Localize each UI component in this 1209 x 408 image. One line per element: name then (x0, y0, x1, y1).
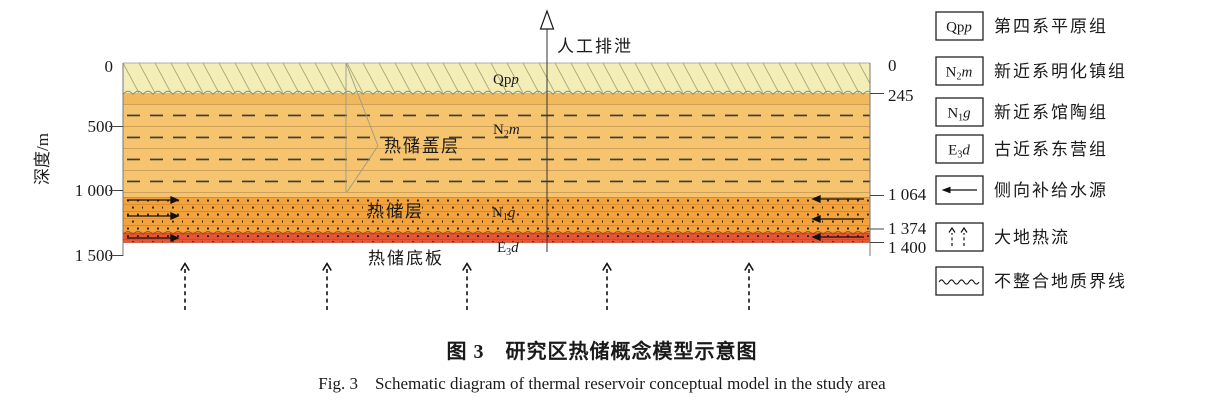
caption: 图 3 研究区热储概念模型示意图 Fig. 3 Schematic diagra… (318, 339, 886, 393)
qpp-code-box (935, 11, 984, 41)
layer-qpp-hatch (123, 63, 870, 93)
brace-lower-slant (346, 145, 379, 193)
svg-text:N1g: N1g (947, 106, 971, 124)
discharge-well: 人工排泄 (539, 9, 633, 252)
svg-text:Qpp: Qpp (946, 20, 972, 36)
layer-e3d-pattern (123, 233, 870, 243)
right-tick-1400: 1 400 (888, 238, 926, 257)
legend: Qpp 第四系平原组 N2m 新近系明化镇组 N1g 新近系馆陶组 E3d 古近… (935, 11, 1127, 296)
legend-label: 新近系馆陶组 (994, 103, 1108, 122)
right-tick-245: 245 (888, 86, 914, 105)
lateral-recharge-arrow-left (127, 234, 180, 242)
strata-labels: Qpp N2m N1g E3d 热储盖层 热储层 热储底板 (367, 72, 520, 268)
lateral-recharge-arrow-left (127, 212, 180, 220)
reservoir-label: 热储层 (367, 202, 424, 221)
wavy-line-icon (938, 279, 980, 285)
left-tick-0: 0 (105, 57, 114, 76)
unconformity-line-n1g-e3d (123, 230, 870, 236)
qpp-code-label: Qpp (493, 72, 519, 88)
discharge-label: 人工排泄 (557, 37, 633, 56)
legend-item-qpp: Qpp 第四系平原组 (935, 11, 1108, 41)
lateral-recharge-arrow-right (811, 195, 864, 203)
layer-n1g-pattern (123, 197, 870, 233)
right-tick-0: 0 (888, 56, 897, 75)
legend-label: 大地热流 (994, 228, 1070, 247)
left-tick-500: 500 (88, 117, 114, 136)
legend-item-heat-flow: 大地热流 (935, 222, 1070, 252)
legend-label: 新近系明化镇组 (994, 62, 1127, 81)
n2m-code-label: N2m (493, 122, 520, 140)
dashed-up-arrows-icon (948, 226, 968, 246)
legend-label: 不整合地质界线 (994, 272, 1127, 291)
caprock-brace (345, 62, 379, 193)
layer-n2m-pattern (123, 104, 870, 197)
left-tick-1500: 1 500 (75, 246, 113, 265)
legend-label: 第四系平原组 (994, 17, 1108, 36)
caprock-label: 热储盖层 (384, 137, 460, 156)
n1g-code-box (935, 97, 984, 127)
left-arrow-icon (941, 186, 977, 194)
heat-flow-arrow (462, 261, 472, 310)
svg-text:E3d: E3d (948, 143, 970, 161)
legend-label: 古近系东营组 (994, 140, 1108, 159)
legend-item-e3d: E3d 古近系东营组 (935, 134, 1108, 164)
caption-english: Fig. 3 Schematic diagram of thermal rese… (318, 374, 886, 393)
depth-axis-left: 深度/m 0 500 1 000 1 500 (33, 57, 123, 265)
svg-text:N2m: N2m (946, 65, 973, 83)
n1g-code-label: N1g (492, 205, 516, 223)
unconformity-line-qpp-n2m (123, 90, 870, 96)
heat-flow-arrow (602, 261, 612, 310)
depth-axis-label: 深度/m (33, 133, 52, 185)
lateral-recharge-arrows (127, 195, 864, 242)
legend-item-n2m: N2m 新近系明化镇组 (935, 56, 1127, 86)
layer-n2m-top-strip (123, 93, 870, 104)
strata-column (122, 62, 871, 256)
legend-item-lateral-recharge: 侧向补给水源 (935, 175, 1108, 205)
heat-flow-arrow (180, 261, 190, 310)
legend-item-n1g: N1g 新近系馆陶组 (935, 97, 1108, 127)
caption-chinese: 图 3 研究区热储概念模型示意图 (447, 339, 758, 363)
heat-flow-arrows (180, 261, 754, 310)
lateral-recharge-arrow-left (127, 196, 180, 204)
lateral-recharge-arrow-right (811, 233, 864, 241)
heat-flow-arrow (322, 261, 332, 310)
e3d-code-box (935, 134, 984, 164)
e3d-code-label: E3d (497, 240, 519, 258)
left-tick-1000: 1 000 (75, 181, 113, 200)
heat-flow-arrow (744, 261, 754, 310)
depth-axis-right: 0 245 1 064 1 374 1 400 (870, 56, 927, 257)
legend-item-unconformity: 不整合地质界线 (935, 266, 1127, 296)
right-tick-1374: 1 374 (888, 219, 927, 238)
brace-upper-slant (345, 62, 379, 147)
right-tick-1064: 1 064 (888, 185, 927, 204)
legend-label: 侧向补给水源 (994, 181, 1108, 200)
n2m-code-box (935, 56, 984, 86)
heat-flow-box (935, 222, 984, 252)
discharge-arrow-icon (539, 9, 555, 30)
basement-label: 热储底板 (368, 249, 444, 268)
lateral-recharge-arrow-right (811, 215, 864, 223)
